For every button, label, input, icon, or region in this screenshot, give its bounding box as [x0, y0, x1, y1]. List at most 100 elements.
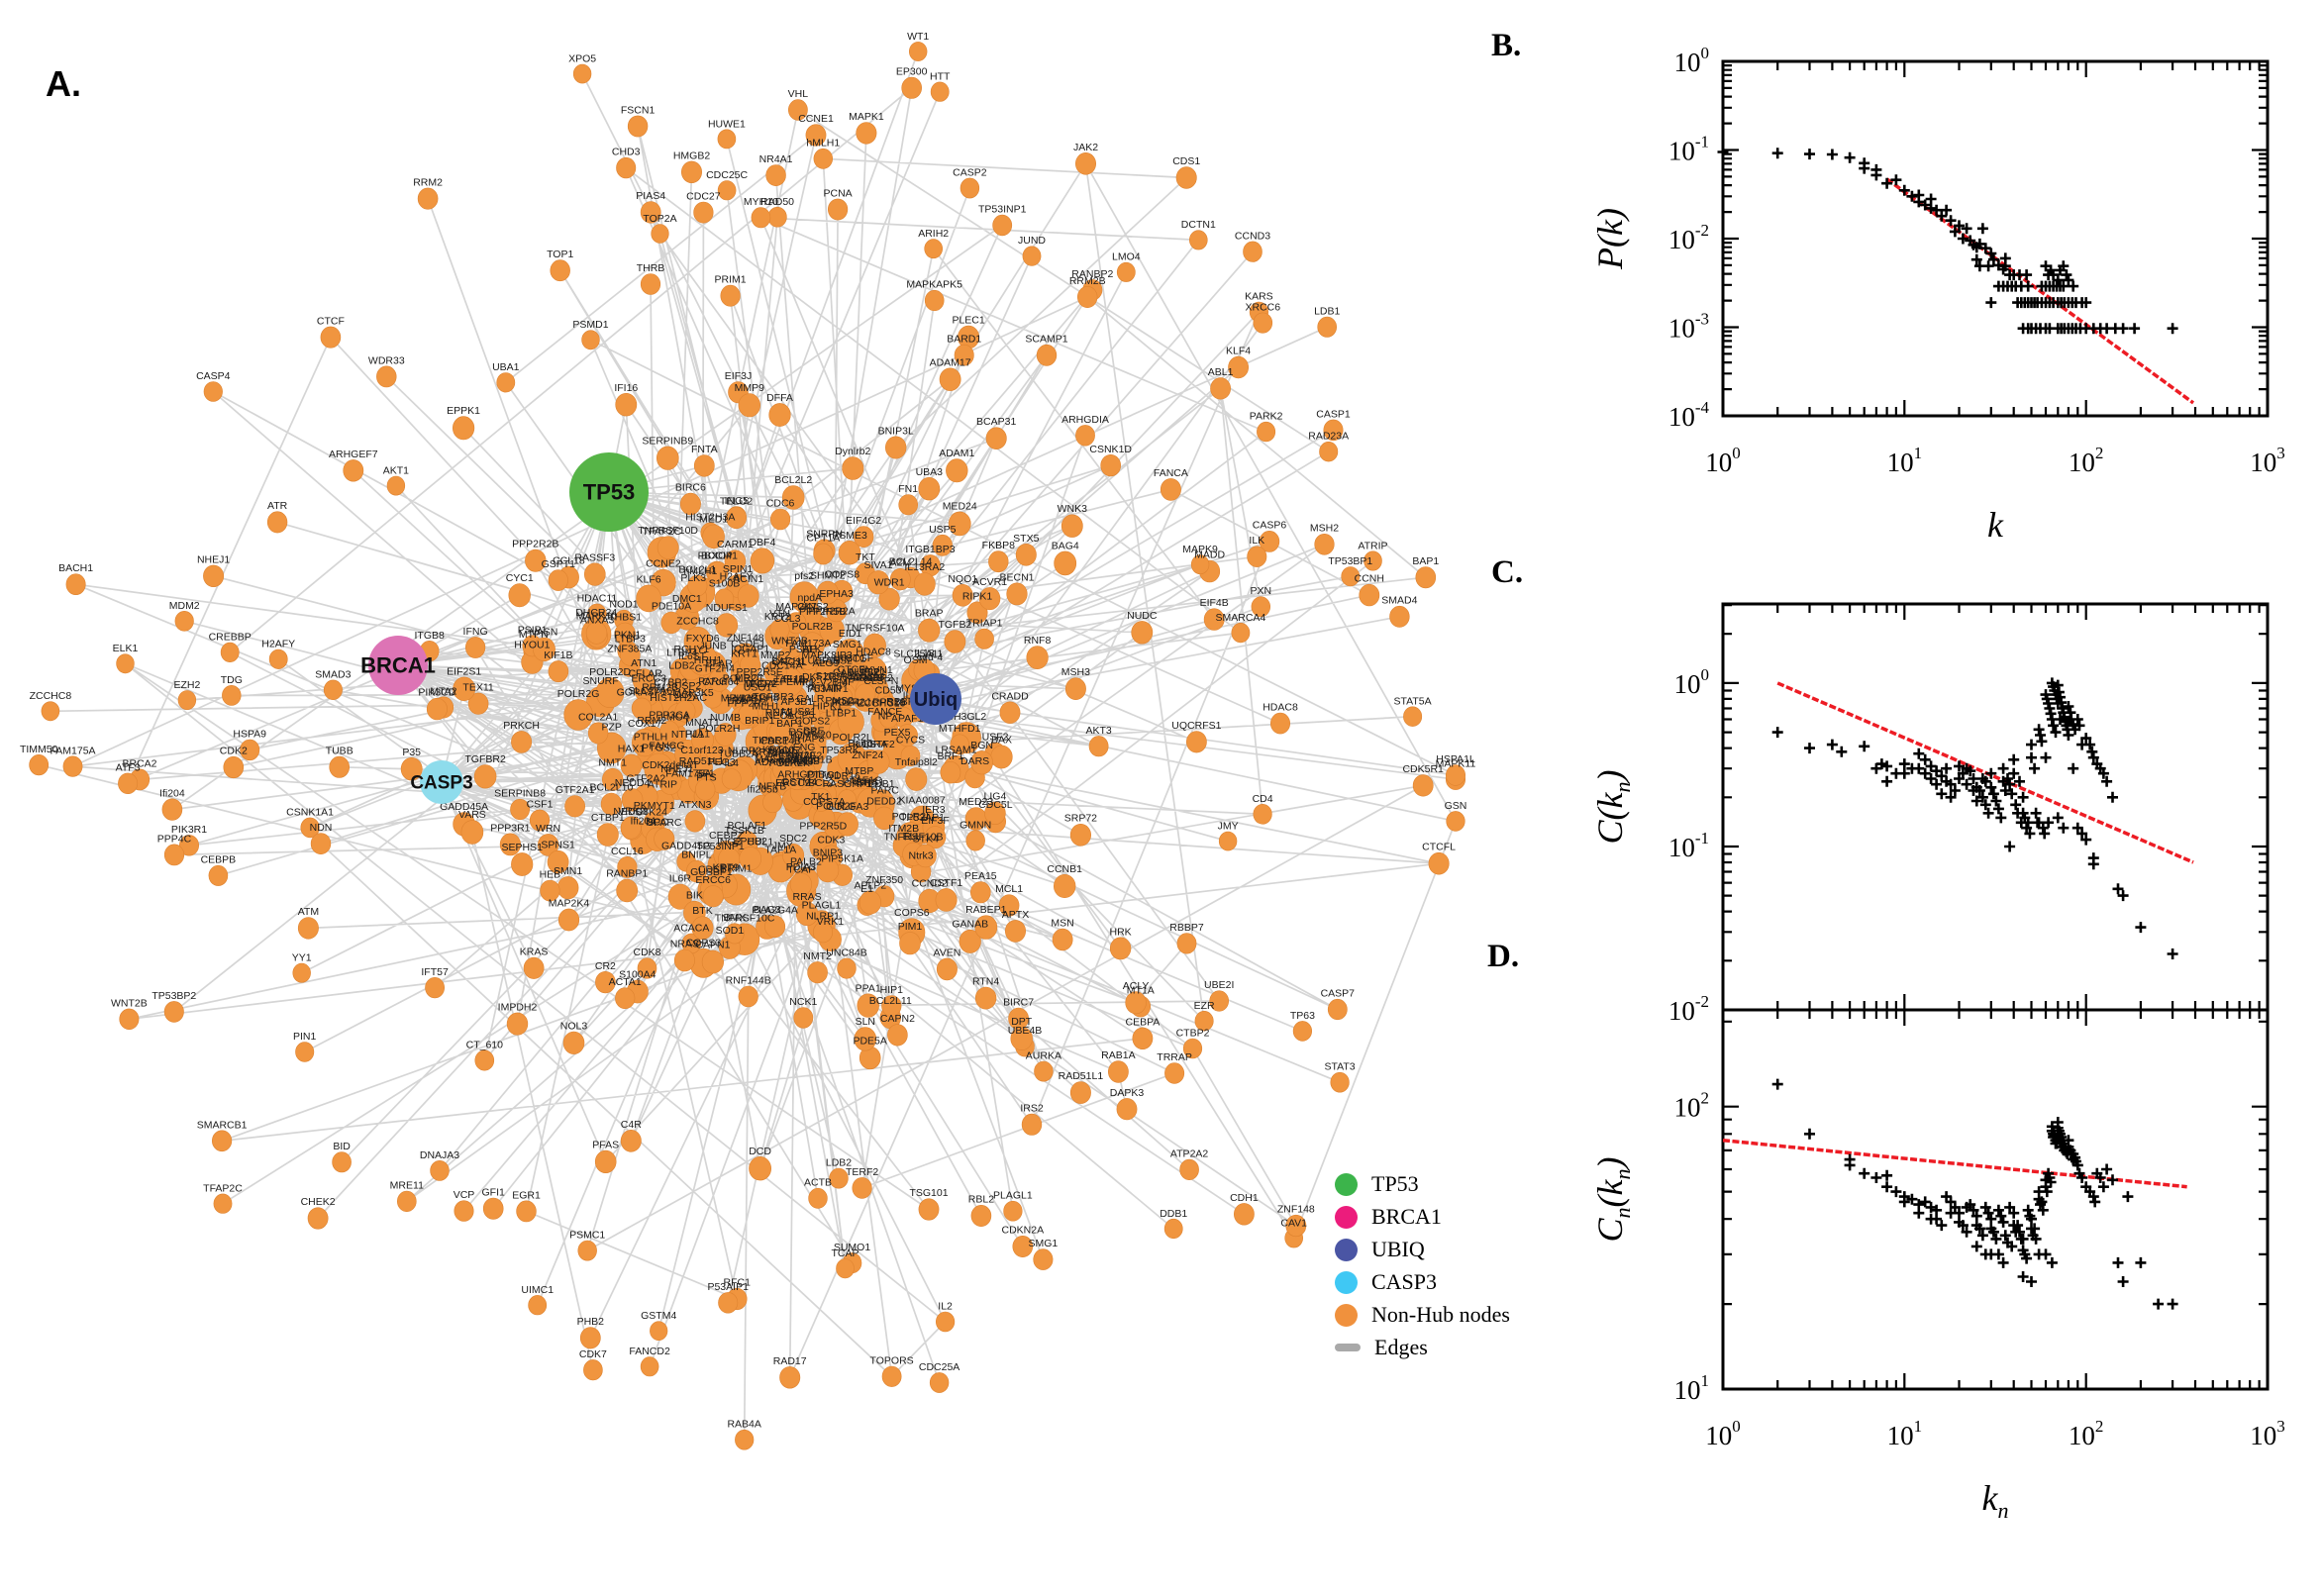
network-node-labels: TCAP PRIM1 NHEJ1 KLF4 TFAP2C Ifi204 TP53INP1 P5… — [20, 31, 1476, 1431]
network-node-label: NUFIP1 — [849, 666, 886, 678]
network-node-label: RAD17 — [773, 1355, 807, 1367]
network-node-label: WDR1 — [874, 577, 905, 589]
network-node-label: TSG101 — [909, 1187, 948, 1199]
network-node-label: WDR16 — [824, 770, 860, 782]
network-node-label: CCL3 — [774, 613, 801, 625]
network-node — [838, 540, 861, 565]
network-node — [798, 648, 819, 670]
network-node-label: XPO5 — [568, 53, 596, 65]
network-node — [992, 214, 1013, 237]
network-node-label: ACTB — [804, 1177, 832, 1189]
tick-label: 10-2 — [1668, 992, 1709, 1026]
network-node — [724, 549, 747, 573]
network-node-label: E1 — [860, 883, 873, 895]
network-node — [161, 798, 183, 821]
network-node-label: BCCIP — [701, 550, 733, 562]
network-node — [837, 789, 858, 810]
network-node — [908, 42, 928, 61]
network-node-label: NHEJ1 — [197, 553, 230, 565]
network-node-label: MPHOSPH8 — [721, 692, 779, 704]
network-node — [990, 745, 1013, 769]
network-node-label: THBS1 — [608, 612, 642, 624]
network-node-label: TNFRSF10B — [883, 832, 943, 844]
network-node — [1075, 425, 1095, 447]
network-node — [998, 894, 1020, 917]
network-node-label: Banp — [848, 738, 872, 749]
network-node-label: ALG9 — [812, 657, 839, 669]
network-node — [163, 1001, 184, 1023]
network-node-label: POLD2 — [766, 751, 801, 763]
network-node-label: ZNF148 — [1277, 1204, 1315, 1216]
network-node-label: BFAR — [705, 658, 733, 670]
network-node-label: EGR1 — [512, 1189, 541, 1201]
network-node-label: YY1 — [292, 952, 312, 964]
network-node-label: MSH3 — [1061, 666, 1090, 678]
network-node-label: KRT1 — [731, 648, 758, 659]
network-node-label: RTN4 — [972, 975, 999, 987]
network-node-label: CEBPA — [1125, 1016, 1160, 1028]
network-node — [1182, 1038, 1203, 1059]
network-node — [974, 628, 994, 649]
network-node-label: SUMO1 — [834, 1242, 871, 1253]
network-node — [717, 129, 737, 150]
network-node-label: IL16 — [793, 756, 814, 768]
network-node-label: DNAJA3 — [420, 1149, 459, 1161]
network-node-label: TELO2 — [720, 495, 753, 507]
network-node-label: BNIPL — [681, 849, 712, 861]
network-node-label: PTHLH — [634, 732, 667, 744]
network-node-label: A2M — [890, 557, 912, 569]
network-node — [223, 755, 245, 779]
network-node-label: APLP2 — [855, 879, 887, 891]
network-node-label: CHD3 — [612, 147, 641, 158]
network-node — [708, 668, 730, 692]
network-node-label: FANCG — [649, 740, 684, 751]
network-node — [800, 704, 821, 726]
network-node — [687, 574, 708, 597]
network-node-label: BACH1 — [58, 562, 93, 574]
network-node-label: MAPK8IP3 — [801, 649, 853, 661]
network-node — [935, 888, 958, 912]
network-node — [769, 619, 790, 641]
network-node — [939, 367, 961, 391]
network-node-label: CDC14A — [761, 659, 802, 671]
network-node — [674, 700, 696, 723]
network-node-label: THAP8 — [791, 734, 825, 746]
network-node-label: MAPK9 — [1182, 544, 1218, 555]
network-node-label: EZR — [1194, 1000, 1215, 1012]
network-node — [453, 676, 476, 701]
network-node — [1285, 1214, 1307, 1238]
network-node-label: SMAD4 — [1381, 595, 1417, 607]
network-node-label: GINS2 — [797, 601, 829, 613]
network-node-label: PSIP1 — [518, 624, 548, 636]
network-node-label: TUBB2A — [718, 748, 758, 760]
network-node-label: RBBP7 — [1169, 922, 1204, 934]
network-node — [1415, 566, 1437, 589]
network-node-label: NFYB — [758, 781, 786, 793]
network-node — [548, 660, 569, 683]
tick-label: 10-1 — [1668, 829, 1709, 862]
network-node-label: WNT2B — [771, 636, 808, 648]
network-node-label: MRE11 — [390, 1180, 424, 1192]
panel-d-label: D. — [1487, 939, 1520, 974]
network-node-label: PSMD1 — [572, 319, 608, 331]
network-node — [460, 820, 484, 845]
network-node-label: POLR2C — [723, 673, 764, 685]
network-node — [523, 956, 545, 979]
tick-label: 102 — [2069, 1417, 2104, 1450]
network-node — [1323, 419, 1344, 442]
hub-node-label-Ubiq: Ubiq — [914, 689, 958, 711]
network-node-label: NR4A1 — [759, 153, 793, 165]
network-node-label: COPS2 — [795, 716, 831, 728]
network-node-label: KLF6 — [637, 573, 661, 585]
network-node-label: JMY — [772, 840, 793, 851]
network-node — [587, 722, 609, 745]
network-node-label: MUS81 — [781, 706, 816, 718]
network-node — [307, 1207, 329, 1230]
network-node — [816, 580, 839, 605]
network-node — [974, 915, 998, 940]
network-node-label: THRB — [637, 262, 665, 274]
network-node-label: MAGED1 — [755, 753, 799, 765]
network-node-label: ITGB1BP3 — [905, 544, 955, 555]
network-node-label: GSTM4 — [641, 1310, 676, 1322]
network-node-label: MAP3K5 — [672, 687, 714, 699]
